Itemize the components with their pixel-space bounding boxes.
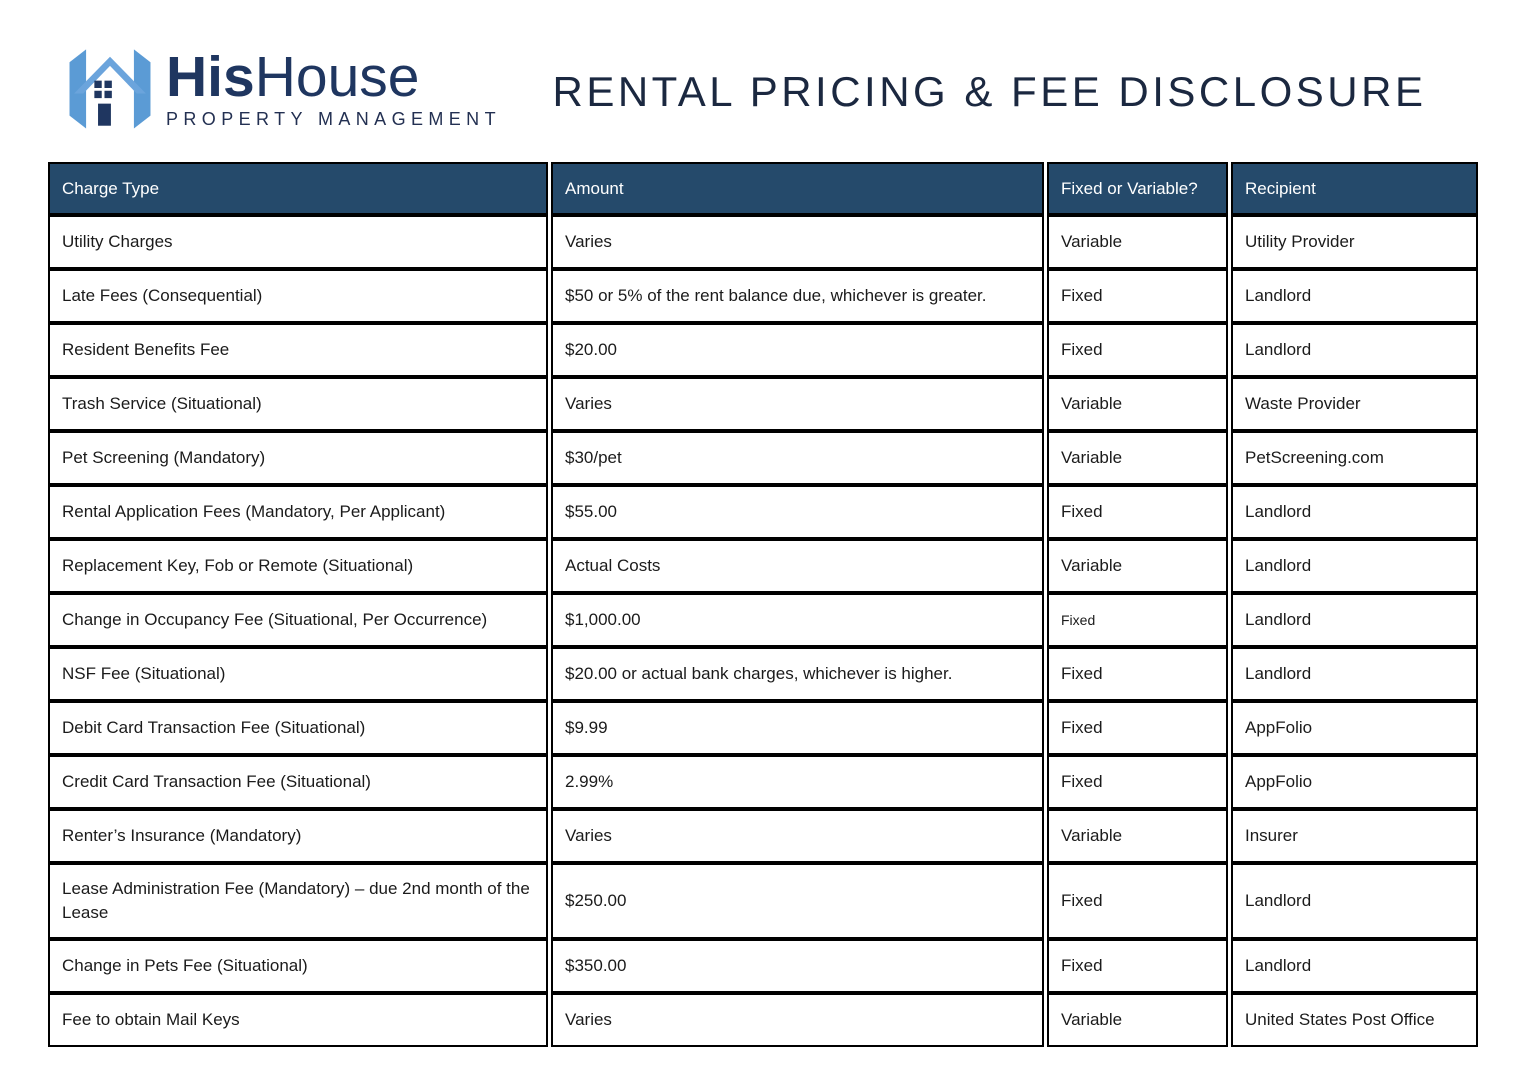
cell-charge-type: Credit Card Transaction Fee (Situational… <box>48 755 548 809</box>
cell-amount: Varies <box>551 215 1044 269</box>
brand-tagline: PROPERTY MANAGEMENT <box>166 109 501 130</box>
table-row: NSF Fee (Situational) $20.00 or actual b… <box>48 647 1478 701</box>
cell-recipient: AppFolio <box>1231 701 1478 755</box>
table-row: Trash Service (Situational) Varies Varia… <box>48 377 1478 431</box>
cell-charge-type: Debit Card Transaction Fee (Situational) <box>48 701 548 755</box>
cell-charge-type: Change in Occupancy Fee (Situational, Pe… <box>48 593 548 647</box>
cell-fixed-or-variable: Fixed <box>1047 323 1228 377</box>
cell-amount: Varies <box>551 377 1044 431</box>
cell-amount: Actual Costs <box>551 539 1044 593</box>
cell-charge-type: Utility Charges <box>48 215 548 269</box>
table-header-row: Charge Type Amount Fixed or Variable? Re… <box>48 162 1478 215</box>
table-row: Change in Occupancy Fee (Situational, Pe… <box>48 593 1478 647</box>
cell-fixed-or-variable: Variable <box>1047 215 1228 269</box>
cell-charge-type: Late Fees (Consequential) <box>48 269 548 323</box>
cell-fixed-or-variable: Fixed <box>1047 647 1228 701</box>
cell-charge-type: Renter’s Insurance (Mandatory) <box>48 809 548 863</box>
cell-amount: $250.00 <box>551 863 1044 939</box>
table-row: Resident Benefits Fee $20.00 Fixed Landl… <box>48 323 1478 377</box>
cell-amount: $350.00 <box>551 939 1044 993</box>
cell-charge-type: Fee to obtain Mail Keys <box>48 993 548 1047</box>
table-row: Change in Pets Fee (Situational) $350.00… <box>48 939 1478 993</box>
cell-fixed-or-variable: Fixed <box>1047 863 1228 939</box>
table-row: Utility Charges Varies Variable Utility … <box>48 215 1478 269</box>
cell-amount: $1,000.00 <box>551 593 1044 647</box>
cell-recipient: PetScreening.com <box>1231 431 1478 485</box>
table-row: Replacement Key, Fob or Remote (Situatio… <box>48 539 1478 593</box>
logo-window <box>94 80 112 99</box>
cell-recipient: Landlord <box>1231 323 1478 377</box>
cell-charge-type: Change in Pets Fee (Situational) <box>48 939 548 993</box>
brand-name-light: House <box>254 45 420 109</box>
table-row: Fee to obtain Mail Keys Varies Variable … <box>48 993 1478 1047</box>
brand-name-bold: His <box>166 45 255 109</box>
cell-recipient: Landlord <box>1231 647 1478 701</box>
cell-recipient: United States Post Office <box>1231 993 1478 1047</box>
cell-recipient: Utility Provider <box>1231 215 1478 269</box>
cell-amount: $55.00 <box>551 485 1044 539</box>
table-row: Debit Card Transaction Fee (Situational)… <box>48 701 1478 755</box>
table-row: Pet Screening (Mandatory) $30/pet Variab… <box>48 431 1478 485</box>
cell-fixed-or-variable: Fixed <box>1047 485 1228 539</box>
cell-charge-type: Lease Administration Fee (Mandatory) – d… <box>48 863 548 939</box>
table-row: Rental Application Fees (Mandatory, Per … <box>48 485 1478 539</box>
column-header-fixed-or-variable: Fixed or Variable? <box>1047 162 1228 215</box>
cell-amount: $9.99 <box>551 701 1044 755</box>
table-row: Lease Administration Fee (Mandatory) – d… <box>48 863 1478 939</box>
cell-recipient: Landlord <box>1231 863 1478 939</box>
cell-recipient: Landlord <box>1231 269 1478 323</box>
page-header: HisHouse PROPERTY MANAGEMENT RENTAL PRIC… <box>0 0 1528 134</box>
cell-fixed-or-variable: Variable <box>1047 431 1228 485</box>
cell-recipient: Landlord <box>1231 939 1478 993</box>
table-row: Credit Card Transaction Fee (Situational… <box>48 755 1478 809</box>
table-row: Late Fees (Consequential) $50 or 5% of t… <box>48 269 1478 323</box>
cell-recipient: Landlord <box>1231 485 1478 539</box>
cell-amount: 2.99% <box>551 755 1044 809</box>
hishouse-logo: HisHouse PROPERTY MANAGEMENT <box>64 42 501 134</box>
cell-amount: $20.00 <box>551 323 1044 377</box>
fee-disclosure-table: Charge Type Amount Fixed or Variable? Re… <box>45 162 1481 1047</box>
cell-amount: $20.00 or actual bank charges, whichever… <box>551 647 1044 701</box>
column-header-charge-type: Charge Type <box>48 162 548 215</box>
cell-fixed-or-variable: Variable <box>1047 809 1228 863</box>
cell-fixed-or-variable: Variable <box>1047 539 1228 593</box>
cell-charge-type: NSF Fee (Situational) <box>48 647 548 701</box>
cell-fixed-or-variable: Fixed <box>1047 593 1228 647</box>
cell-recipient: Landlord <box>1231 593 1478 647</box>
cell-fixed-or-variable: Fixed <box>1047 701 1228 755</box>
cell-recipient: Waste Provider <box>1231 377 1478 431</box>
cell-amount: $50 or 5% of the rent balance due, which… <box>551 269 1044 323</box>
cell-recipient: Landlord <box>1231 539 1478 593</box>
cell-amount: $30/pet <box>551 431 1044 485</box>
logo-text: HisHouse PROPERTY MANAGEMENT <box>166 48 501 130</box>
cell-charge-type: Replacement Key, Fob or Remote (Situatio… <box>48 539 548 593</box>
logo-door <box>98 103 111 126</box>
cell-amount: Varies <box>551 809 1044 863</box>
cell-fixed-or-variable: Fixed <box>1047 269 1228 323</box>
cell-fixed-or-variable: Variable <box>1047 993 1228 1047</box>
cell-charge-type: Trash Service (Situational) <box>48 377 548 431</box>
cell-charge-type: Pet Screening (Mandatory) <box>48 431 548 485</box>
cell-fixed-or-variable: Fixed <box>1047 939 1228 993</box>
column-header-recipient: Recipient <box>1231 162 1478 215</box>
house-logo-icon <box>69 49 151 129</box>
page-title: RENTAL PRICING & FEE DISCLOSURE <box>552 68 1427 115</box>
cell-amount: Varies <box>551 993 1044 1047</box>
cell-charge-type: Resident Benefits Fee <box>48 323 548 377</box>
brand-wordmark: HisHouse <box>166 48 501 106</box>
cell-fixed-or-variable: Fixed <box>1047 755 1228 809</box>
column-header-amount: Amount <box>551 162 1044 215</box>
table-row: Renter’s Insurance (Mandatory) Varies Va… <box>48 809 1478 863</box>
cell-recipient: Insurer <box>1231 809 1478 863</box>
cell-fixed-or-variable: Variable <box>1047 377 1228 431</box>
cell-charge-type: Rental Application Fees (Mandatory, Per … <box>48 485 548 539</box>
cell-recipient: AppFolio <box>1231 755 1478 809</box>
